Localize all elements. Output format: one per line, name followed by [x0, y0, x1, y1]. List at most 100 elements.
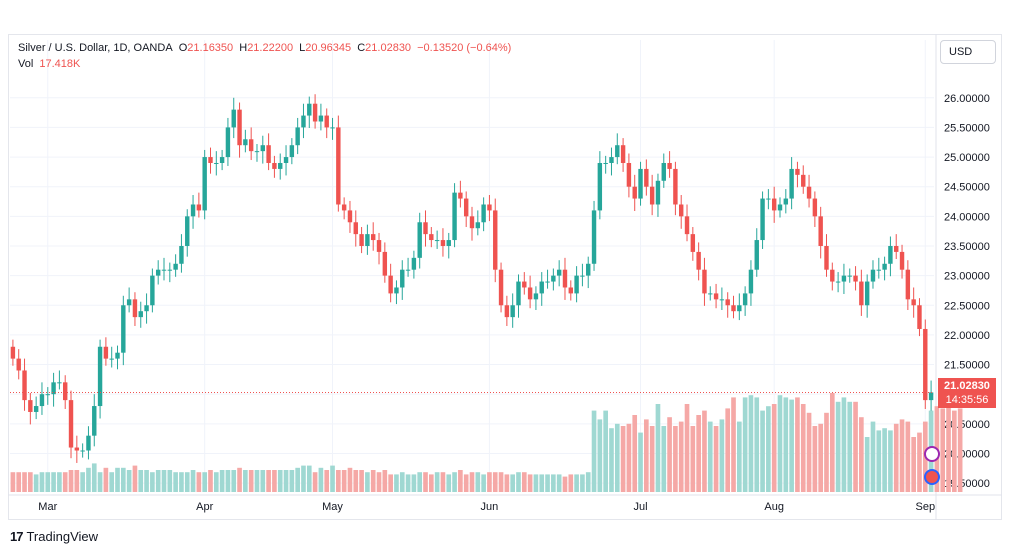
candle-body [115, 352, 120, 359]
close-value: 21.02830 [365, 42, 412, 54]
volume-bar [57, 472, 62, 492]
volume-bar [841, 397, 847, 492]
volume-bar [614, 423, 620, 492]
candle-body [336, 127, 341, 205]
candle-body [434, 240, 440, 242]
volume-bar [33, 474, 39, 492]
y-tick-label: 23.00000 [944, 271, 990, 283]
tradingview-logo-mark: 17 [10, 529, 24, 544]
candle-body [155, 269, 161, 276]
candle-body [742, 293, 748, 306]
candle-body [423, 222, 428, 235]
volume-bar [638, 432, 643, 492]
volume-bar [504, 474, 510, 492]
candle-body [376, 240, 382, 252]
candle-body [545, 281, 550, 283]
candle-body [144, 305, 149, 312]
volume-bar [260, 470, 266, 492]
x-tick-label: Apr [196, 501, 213, 513]
candle-body [45, 394, 50, 396]
volume-bar [388, 474, 393, 492]
candle-body [632, 186, 637, 199]
volume-bar [231, 470, 237, 492]
candle-body [370, 234, 376, 241]
volume-bar [539, 474, 545, 492]
volume-bar [62, 472, 68, 492]
candle-body [103, 346, 109, 359]
candle-body [272, 162, 277, 169]
volume-bar [800, 404, 806, 492]
volume-legend: Vol 17.418K [18, 58, 83, 70]
x-tick-label: Mar [38, 501, 57, 513]
volume-bar [644, 419, 649, 492]
volume-bar [173, 472, 178, 492]
candle-body [899, 251, 905, 270]
volume-bar [440, 472, 446, 492]
candle-body [452, 192, 457, 241]
volume-bar [28, 472, 33, 492]
candle-body [580, 275, 585, 277]
volume-bar [684, 404, 690, 492]
volume-bar [103, 467, 109, 492]
volume-bar [661, 426, 667, 492]
candle-body [243, 139, 248, 146]
candle-body [382, 251, 388, 276]
candle-body [481, 204, 486, 223]
candle-body [109, 358, 114, 360]
candle-body [917, 305, 922, 329]
volume-bar [783, 397, 789, 492]
volume-bar [184, 472, 190, 492]
candle-body [446, 240, 451, 246]
volume-bar [434, 472, 440, 492]
volume-bar [208, 470, 213, 492]
lightning-icon[interactable] [924, 446, 940, 462]
candle-body [417, 222, 422, 258]
volume-bar [707, 421, 713, 492]
volume-bar [632, 415, 638, 492]
volume-bar [824, 412, 829, 492]
candle-body [510, 305, 515, 318]
candle-body [237, 109, 242, 146]
volume-bar [748, 395, 754, 492]
volume-bar [766, 406, 771, 492]
ohlc-legend: Silver / U.S. Dollar, 1D, OANDA O21.1635… [18, 42, 514, 54]
volume-bar [213, 472, 219, 492]
volume-bar [74, 470, 80, 492]
y-tick-label: 26.00000 [944, 93, 990, 105]
volume-bar [725, 408, 731, 492]
candle-body [266, 145, 271, 163]
candle-body [713, 293, 719, 300]
volume-bar [812, 426, 818, 492]
volume-bar [109, 472, 115, 492]
currency-button[interactable]: USD [940, 40, 996, 64]
y-tick-label: 20.50000 [944, 419, 990, 431]
volume-bar [330, 465, 335, 492]
volume-bar [179, 472, 184, 492]
volume-bar [22, 472, 27, 492]
volume-bar [736, 421, 742, 492]
candle-body [185, 216, 190, 246]
open-value: 21.16350 [187, 42, 234, 54]
tradingview-logo[interactable]: 17 TradingView [10, 529, 98, 544]
volume-bar [655, 404, 661, 492]
candle-body [173, 263, 178, 270]
volume-bar [277, 470, 283, 492]
volume-bar [487, 472, 492, 492]
volume-bar [359, 470, 364, 492]
candle-body [475, 222, 481, 229]
candle-body [463, 198, 469, 217]
volume-bar [864, 437, 870, 492]
bar-countdown: 14:35:56 [945, 394, 989, 406]
candle-body [208, 157, 213, 163]
calendar-icon[interactable] [924, 469, 940, 485]
candle-body [673, 168, 678, 205]
candle-body [301, 115, 306, 128]
candle-body [359, 234, 364, 246]
candle-body [330, 127, 335, 129]
candle-body [789, 168, 794, 199]
volume-bar [806, 412, 812, 492]
y-tick-label: 25.00000 [944, 152, 990, 164]
candle-body [864, 281, 870, 306]
volume-bar [795, 397, 800, 492]
